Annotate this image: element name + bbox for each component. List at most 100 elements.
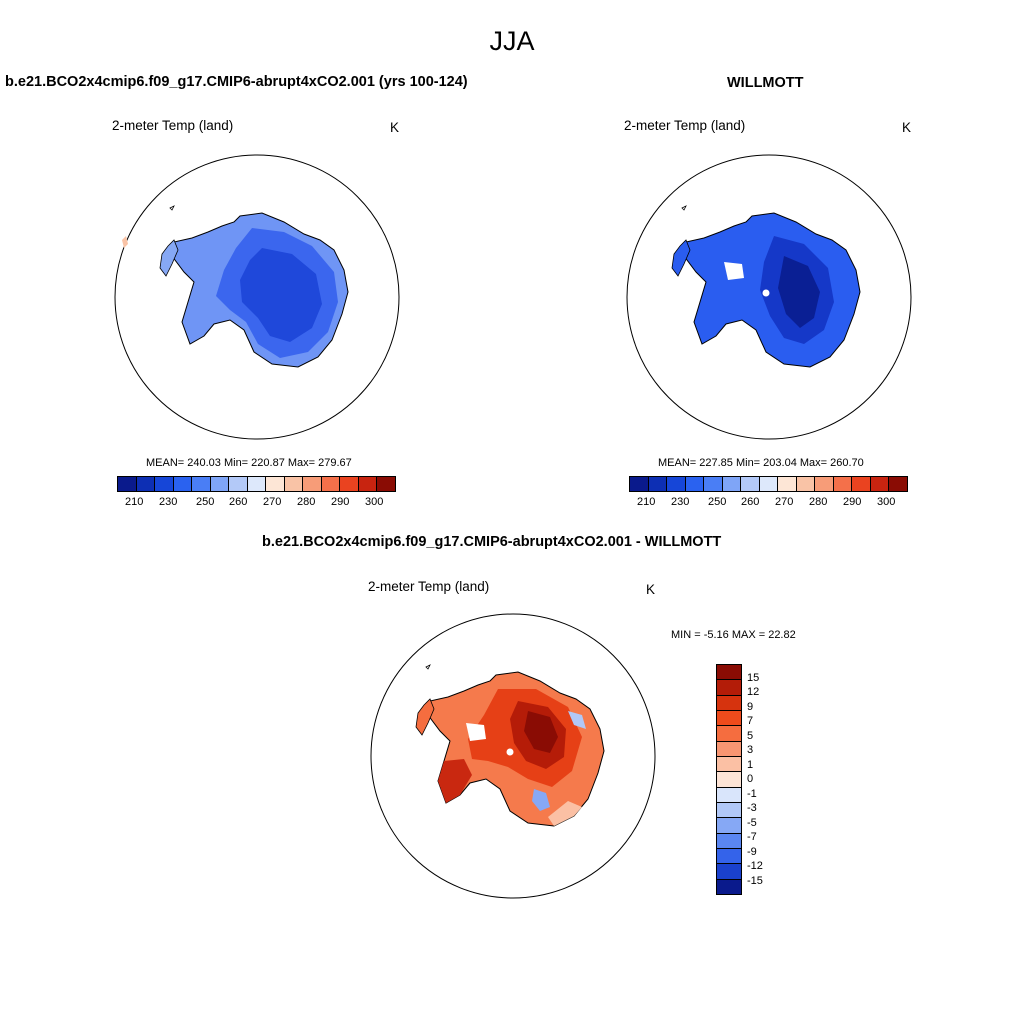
- model-island: [169, 205, 175, 211]
- diff-cbar-tick: -1: [747, 788, 757, 800]
- obs-units-label: K: [902, 120, 912, 135]
- obs-colorbar-swatch: [870, 477, 890, 491]
- diff-colorbar-swatch: [717, 710, 741, 727]
- diff-colorbar: [716, 664, 742, 895]
- model-panel-title: b.e21.BCO2x4cmip6.f09_g17.CMIP6-abrupt4x…: [5, 74, 468, 90]
- diff-cool-patch-b: [568, 711, 586, 729]
- diff-cbar-tick: 7: [747, 715, 754, 727]
- model-cbar-tick: 260: [229, 496, 248, 508]
- obs-colorbar-swatch: [685, 477, 705, 491]
- model-colorbar: [117, 476, 396, 492]
- model-colorbar-swatch: [377, 477, 395, 491]
- diff-cbar-tick: 15: [747, 672, 760, 684]
- obs-cbar-tick: 290: [843, 496, 862, 508]
- diff-colorbar-swatch: [717, 695, 741, 711]
- diff-interior-c: [524, 711, 558, 753]
- obs-colorbar-swatch: [741, 477, 760, 491]
- model-colorbar-swatch: [247, 477, 267, 491]
- model-peninsula: [159, 239, 179, 277]
- diff-colorbar-swatch: [717, 680, 741, 696]
- obs-polar-map: [626, 154, 912, 440]
- obs-colorbar-swatch: [815, 477, 834, 491]
- diff-cbar-tick: 3: [747, 744, 754, 756]
- diff-colorbar-labels: 15 12 9 7 5 3 1 0 -1 -3 -5 -7 -9 -12 -15: [747, 664, 787, 893]
- diff-cbar-tick: 9: [747, 701, 754, 713]
- obs-cbar-tick: 250: [708, 496, 727, 508]
- diff-polar-map: [370, 613, 656, 899]
- diff-cbar-tick: -3: [747, 802, 757, 814]
- obs-panel-title: WILLMOTT: [727, 75, 804, 91]
- diff-cbar-tick: -5: [747, 817, 757, 829]
- model-colorbar-swatch: [210, 477, 230, 491]
- obs-colorbar-swatch: [852, 477, 871, 491]
- model-cbar-tick: 280: [297, 496, 316, 508]
- model-cbar-tick: 290: [331, 496, 350, 508]
- diff-cbar-tick: 12: [747, 686, 760, 698]
- obs-colorbar-swatch: [722, 477, 742, 491]
- diff-colorbar-swatch: [717, 726, 741, 742]
- diff-panel-title: b.e21.BCO2x4cmip6.f09_g17.CMIP6-abrupt4x…: [262, 534, 722, 550]
- model-stats: MEAN= 240.03 Min= 220.87 Max= 279.67: [146, 457, 352, 469]
- obs-interior-b: [778, 256, 820, 328]
- diff-variable-label: 2-meter Temp (land): [368, 579, 490, 594]
- diff-colorbar-swatch: [717, 772, 741, 788]
- diff-colorbar-swatch: [717, 787, 741, 803]
- model-colorbar-swatch: [192, 477, 211, 491]
- obs-cbar-tick: 270: [775, 496, 794, 508]
- model-colorbar-swatch: [284, 477, 304, 491]
- diff-units-label: K: [646, 582, 656, 597]
- diff-missing-patch: [466, 723, 486, 741]
- model-units-label: K: [390, 120, 400, 135]
- obs-island: [681, 205, 687, 211]
- diff-peninsula: [415, 698, 435, 736]
- model-cbar-tick: 270: [263, 496, 282, 508]
- model-colorbar-swatch: [303, 477, 322, 491]
- obs-cbar-tick: 210: [637, 496, 656, 508]
- obs-colorbar-swatch: [667, 477, 686, 491]
- figure-title: JJA: [489, 26, 535, 56]
- obs-stats: MEAN= 227.85 Min= 203.04 Max= 260.70: [658, 457, 864, 469]
- obs-missing-patch: [724, 262, 744, 280]
- model-interior-b: [240, 248, 322, 342]
- model-cbar-tick: 300: [365, 496, 384, 508]
- obs-colorbar-swatch: [833, 477, 853, 491]
- obs-colorbar-swatch: [704, 477, 723, 491]
- model-colorbar-swatch: [118, 477, 137, 491]
- diff-colorbar-swatch: [717, 818, 741, 834]
- diff-light-edge: [548, 801, 582, 826]
- diff-island: [425, 664, 431, 670]
- diff-colorbar-swatch: [717, 848, 741, 865]
- model-cbar-tick: 250: [196, 496, 215, 508]
- obs-peninsula: [671, 239, 691, 277]
- model-variable-label: 2-meter Temp (land): [112, 118, 234, 133]
- obs-pole-marker: [762, 289, 770, 297]
- model-colorbar-swatch: [136, 477, 156, 491]
- obs-colorbar-swatch: [759, 477, 779, 491]
- diff-colorbar-swatch: [717, 864, 741, 880]
- diff-coast-warm: [438, 759, 472, 803]
- diff-pole-marker: [506, 748, 514, 756]
- model-peninsula-tip: [122, 236, 128, 248]
- obs-colorbar-swatch: [630, 477, 649, 491]
- obs-cbar-tick: 300: [877, 496, 896, 508]
- model-colorbar-swatch: [155, 477, 174, 491]
- model-cbar-tick: 230: [159, 496, 178, 508]
- obs-cbar-tick: 260: [741, 496, 760, 508]
- diff-colorbar-swatch: [717, 879, 741, 894]
- diff-cbar-tick: -12: [747, 860, 763, 872]
- diff-cool-patch-a: [532, 789, 550, 811]
- diff-colorbar-swatch: [717, 741, 741, 757]
- diff-colorbar-swatch: [717, 756, 741, 773]
- diff-cbar-tick: 1: [747, 759, 754, 771]
- obs-colorbar-swatch: [648, 477, 668, 491]
- obs-colorbar: [629, 476, 908, 492]
- obs-cbar-tick: 280: [809, 496, 828, 508]
- model-colorbar-swatch: [266, 477, 285, 491]
- diff-cbar-tick: -9: [747, 846, 757, 858]
- diff-cbar-tick: -15: [747, 875, 763, 887]
- diff-cbar-tick: -7: [747, 831, 757, 843]
- obs-colorbar-swatch: [889, 477, 907, 491]
- model-colorbar-labels: 210 230 250 260 270 280 290 300: [117, 496, 394, 510]
- model-colorbar-swatch: [340, 477, 359, 491]
- diff-cbar-tick: 0: [747, 773, 754, 785]
